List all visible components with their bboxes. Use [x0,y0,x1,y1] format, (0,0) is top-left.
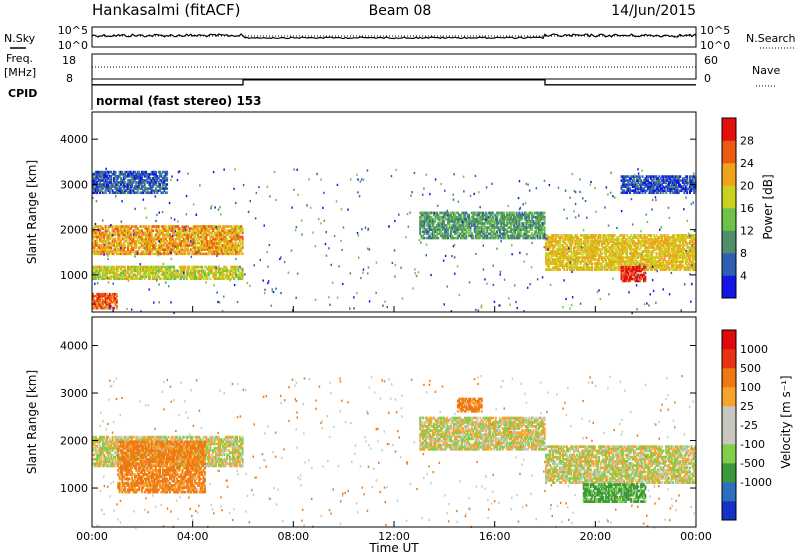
power-cells-cell [513,212,515,215]
power-cells-cell [130,232,132,235]
power-cells-cell [580,238,582,241]
power-cells-cell [472,235,474,238]
power-cells-cell [184,266,186,269]
power-cells-cell [158,225,160,228]
power-cells-cell [468,214,470,217]
station-title: Hankasalmi (fitACF) [92,1,240,19]
date-title: 14/Jun/2015 [611,3,696,19]
power-cells-cell [155,171,157,174]
freq-label-line1: Freq. [6,52,33,65]
power-cells-cell [644,276,646,279]
noise-left-tick-bottom: 10^0 [58,39,88,52]
power-cells-cell [600,234,602,237]
power-cells-cell [166,187,168,190]
power-cells-cell [148,225,150,228]
power-cells-cell [674,234,676,237]
power-cells-cell [189,266,191,269]
nsearch-label: N.Search [746,32,796,45]
power-cells-cell [242,236,244,239]
power-cells-cell [650,234,652,237]
noise-right-tick-bottom: 10^0 [700,39,730,52]
power-cells-cell [116,305,118,308]
power-cells-cell [124,244,126,247]
power-cells-cell [177,270,179,273]
power-cells-cell [437,237,439,240]
power-cells-cell [165,225,167,228]
power-cells-cell [166,183,168,186]
beam-title: Beam 08 [369,3,432,19]
power-cells-cell [544,212,546,215]
nsky-label: N.Sky [4,32,36,45]
power-cells-cell [116,293,118,296]
cpid-text: normal (fast stereo) 153 [96,94,262,108]
power-cells-cell [102,227,104,230]
power-cells-cell [107,266,109,269]
power-cells-cell [124,266,126,269]
nave-right-tick-top: 60 [704,54,718,67]
power-cells-cell [544,226,546,229]
nave-label: Nave [752,64,780,77]
nave-right-tick-bottom: 0 [704,72,711,85]
power-cells-cell [623,234,625,237]
power-cells-cell [614,234,616,237]
power-cells-cell [242,227,244,230]
power-cells-cell [209,277,211,280]
power-cells-cell [155,242,157,245]
power-cells-cell [201,266,203,269]
power-cells-cell [591,262,593,265]
power-cells-cell [204,270,206,273]
power-cells-cell [105,225,107,228]
power-cells-cell [166,171,168,174]
freq-left-tick-top: 18 [62,54,76,67]
freq-series-line [92,80,696,85]
cpid-label: CPID [8,87,37,100]
power-cells-cell [656,252,658,255]
power-cells-cell [523,222,525,225]
power-cells-cell [639,175,641,178]
power-heatmap [92,168,697,315]
freq-left-tick-bottom: 8 [66,72,73,85]
power-cells-cell [116,299,118,302]
power-cells-cell [112,225,114,228]
power-cells-cell [161,277,163,280]
power-cells-cell [559,268,561,271]
power-cells-cell [242,253,244,256]
power-cells-cell [173,266,175,269]
power-cells-cell [152,229,154,232]
power-cells-cell [642,175,644,178]
power-cells-cell [544,216,546,219]
power-cells-cell [423,237,425,240]
power-cells-cell [503,212,505,215]
noise-right-tick-top: 10^5 [700,24,730,37]
noise-left-tick-top: 10^5 [58,24,88,37]
freq-label-line2: [MHz] [4,66,36,79]
power-cells-cell [242,268,244,271]
power-cells-cell [601,252,603,255]
power-cells-cell [166,191,168,194]
power-cells-cell [113,307,115,310]
